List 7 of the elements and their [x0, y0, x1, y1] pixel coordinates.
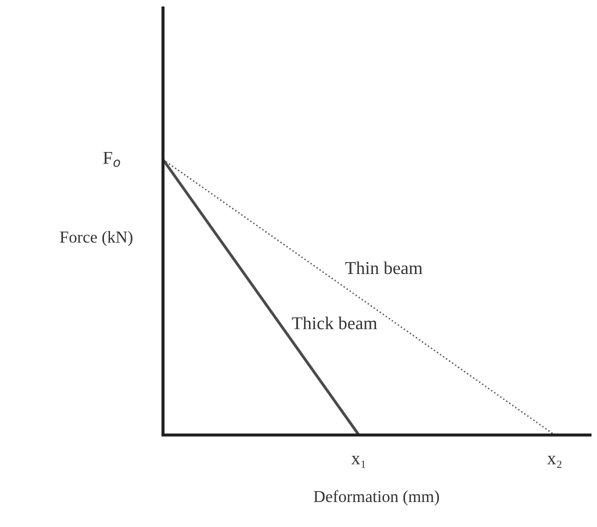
- y-axis-title: Force (kN): [60, 231, 132, 246]
- x-tick-label: x₂: [547, 456, 562, 468]
- annotation: Thick beam: [292, 316, 378, 330]
- x-axis-title: Deformation (mm): [314, 490, 439, 506]
- x-tick-label: x₁: [351, 456, 366, 468]
- annotation: Thin beam: [345, 261, 422, 274]
- text: F$_{o}$: [103, 152, 120, 167]
